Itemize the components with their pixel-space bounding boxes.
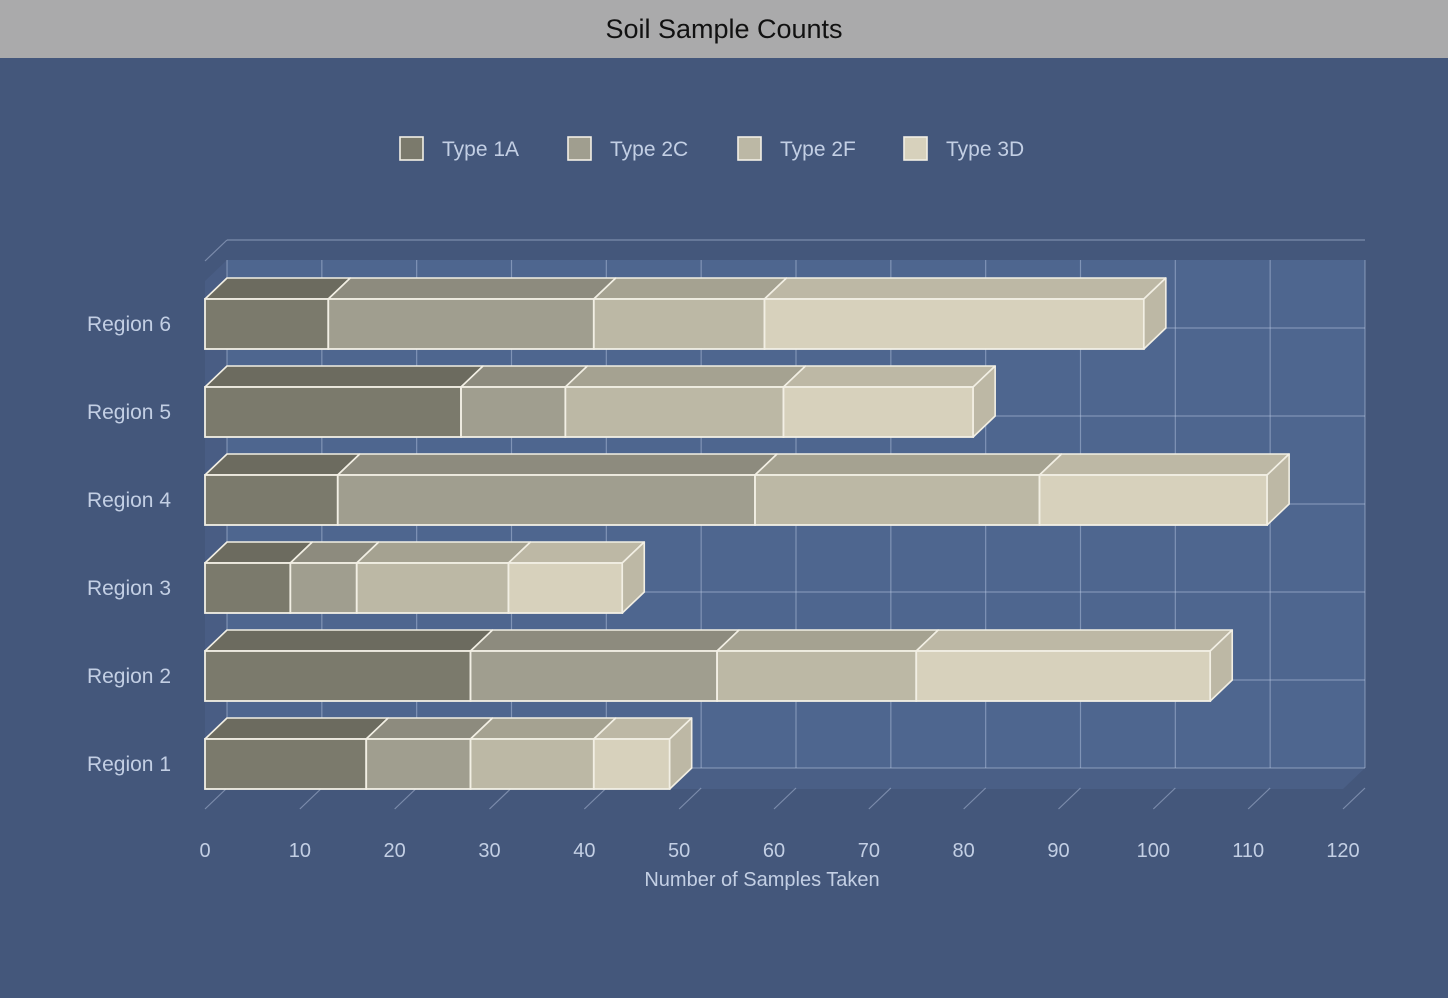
x-tick-label: 70	[858, 840, 880, 862]
bar-side-face	[1266, 453, 1290, 526]
legend-item-type-3d[interactable]: Type 3D	[903, 136, 1024, 161]
bar-region-2-type-1a	[204, 629, 494, 702]
legend-swatch	[737, 136, 762, 161]
bar-region-3-type-3d	[507, 541, 646, 614]
bar-side-face	[621, 541, 646, 614]
bar-region-1-type-3d	[592, 717, 693, 790]
bar-region-6-type-3d	[763, 277, 1167, 350]
y-tick-label: Region 5	[87, 401, 171, 424]
bar-group-region-1	[204, 717, 693, 790]
legend-label: Type 2F	[780, 138, 856, 161]
y-axis-labels: Region 1 Region 2 Region 3 Region 4 Region 5…	[87, 313, 171, 776]
legend-label: Type 1A	[442, 138, 519, 161]
bar-group-region-6	[204, 277, 1167, 350]
bar-region-5-type-1a	[204, 365, 484, 438]
y-tick-label: Region 4	[87, 489, 171, 512]
x-axis-title: Number of Samples Taken	[644, 869, 879, 891]
chart-bars	[204, 277, 1290, 790]
x-axis-labels: 0 10 20 30 40 50 60 70 80 90 100 110 120	[199, 840, 1359, 862]
chart-title: Soil Sample Counts	[605, 13, 843, 44]
bar-region-2-type-2c	[469, 629, 740, 702]
bar-region-5-type-2f	[564, 365, 807, 438]
bar-group-region-3	[204, 541, 646, 614]
bar-region-3-type-1a	[204, 541, 314, 614]
chart-legend: Type 1A Type 2C Type 2F Type 3D	[399, 136, 1024, 161]
x-tick-label: 50	[668, 840, 690, 862]
bar-region-2-type-3d	[915, 629, 1234, 702]
x-tick-label: 0	[199, 840, 210, 862]
bar-region-4-type-3d	[1038, 453, 1290, 526]
bar-side-face	[668, 717, 693, 790]
bar-side-face	[1143, 277, 1167, 350]
x-tick-label: 60	[763, 840, 785, 862]
x-tick-label: 30	[478, 840, 500, 862]
bar-region-4-type-1a	[204, 453, 361, 526]
x-tick-label: 120	[1326, 840, 1359, 862]
y-tick-label: Region 2	[87, 665, 171, 688]
bar-region-4-type-2f	[754, 453, 1063, 526]
y-tick-label: Region 3	[87, 577, 171, 600]
bar-region-4-type-2c	[336, 453, 778, 526]
y-tick-label: Region 6	[87, 313, 171, 336]
bar-region-5-type-2c	[460, 365, 589, 438]
legend-swatch	[567, 136, 592, 161]
bar-group-region-4	[204, 453, 1290, 526]
bar-region-2-type-2f	[716, 629, 940, 702]
y-tick-label: Region 1	[87, 753, 171, 776]
bar-group-region-5	[204, 365, 996, 438]
x-tick-label: 80	[953, 840, 975, 862]
title-bar: Soil Sample Counts	[0, 0, 1448, 58]
bar-region-3-type-2f	[355, 541, 532, 614]
legend-swatch	[399, 136, 424, 161]
bar-side-face	[972, 365, 996, 438]
legend-swatch	[903, 136, 928, 161]
bar-region-6-type-2c	[327, 277, 617, 350]
bar-region-5-type-3d	[782, 365, 996, 438]
legend-label: Type 3D	[946, 138, 1024, 161]
legend-item-type-2f[interactable]: Type 2F	[737, 136, 856, 161]
x-tick-label: 90	[1047, 840, 1069, 862]
bar-group-region-2	[204, 629, 1234, 702]
legend-item-type-2c[interactable]: Type 2C	[567, 136, 688, 161]
legend-item-type-1a[interactable]: Type 1A	[399, 136, 519, 161]
x-tick-label: 40	[573, 840, 595, 862]
x-tick-label: 10	[289, 840, 311, 862]
bar-region-6-type-1a	[204, 277, 352, 350]
bar-region-6-type-2f	[592, 277, 788, 350]
legend-label: Type 2C	[610, 138, 688, 161]
bar-side-face	[1209, 629, 1234, 702]
bar-region-1-type-1a	[204, 717, 390, 790]
x-tick-label: 110	[1232, 840, 1264, 862]
x-tick-label: 100	[1137, 840, 1170, 862]
bar-region-3-type-2c	[289, 541, 380, 614]
x-tick-label: 20	[384, 840, 406, 862]
